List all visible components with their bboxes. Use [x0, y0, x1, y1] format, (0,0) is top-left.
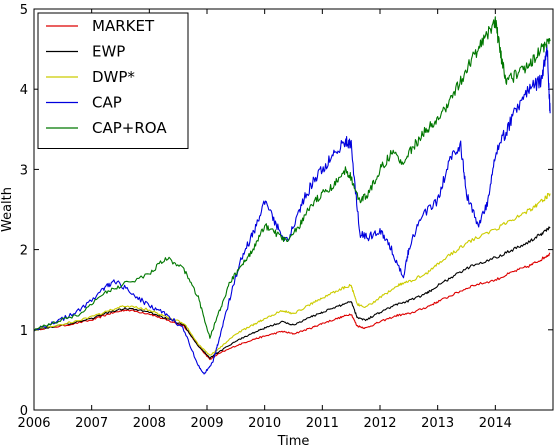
y-tick-label: 5	[20, 3, 28, 18]
x-tick-label: 2012	[363, 416, 396, 431]
y-axis-label: Wealth	[0, 187, 15, 232]
legend-label: MARKET	[92, 17, 155, 35]
y-tick-label: 1	[20, 324, 28, 339]
x-axis-label: Time	[277, 434, 310, 448]
y-tick-label: 2	[20, 244, 28, 259]
x-tick-label: 2014	[479, 416, 512, 431]
legend-box	[37, 12, 189, 149]
legend-label: CAP	[92, 94, 122, 112]
x-tick-label: 2010	[248, 416, 281, 431]
x-tick-label: 2006	[17, 416, 50, 431]
y-tick-label: 0	[20, 404, 28, 419]
x-tick-label: 2013	[421, 416, 454, 431]
x-tick-label: 2007	[75, 416, 108, 431]
y-tick-label: 4	[20, 83, 28, 98]
legend-label: CAP+ROA	[92, 119, 167, 137]
x-tick-label: 2011	[306, 416, 339, 431]
x-axis-ticks: 2006 2007 2008 2009 2010 2011 2012 2013 2014	[17, 9, 512, 431]
series-line-3	[33, 44, 551, 375]
x-tick-label: 2009	[190, 416, 223, 431]
y-tick-label: 3	[20, 163, 28, 178]
legend-label: DWP*	[92, 68, 135, 86]
series-line-2	[33, 192, 551, 356]
series-line-1	[33, 226, 551, 359]
series-line-0	[33, 252, 551, 361]
legend-label: EWP	[92, 43, 125, 61]
legend: MARKET EWP DWP* CAP CAP+ROA	[37, 12, 189, 149]
x-tick-label: 2008	[133, 416, 166, 431]
series-lines	[33, 16, 551, 375]
series-line-4	[33, 16, 551, 339]
plot-area-frame	[33, 8, 554, 411]
